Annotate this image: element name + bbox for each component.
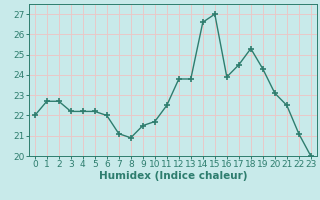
X-axis label: Humidex (Indice chaleur): Humidex (Indice chaleur) bbox=[99, 171, 247, 181]
